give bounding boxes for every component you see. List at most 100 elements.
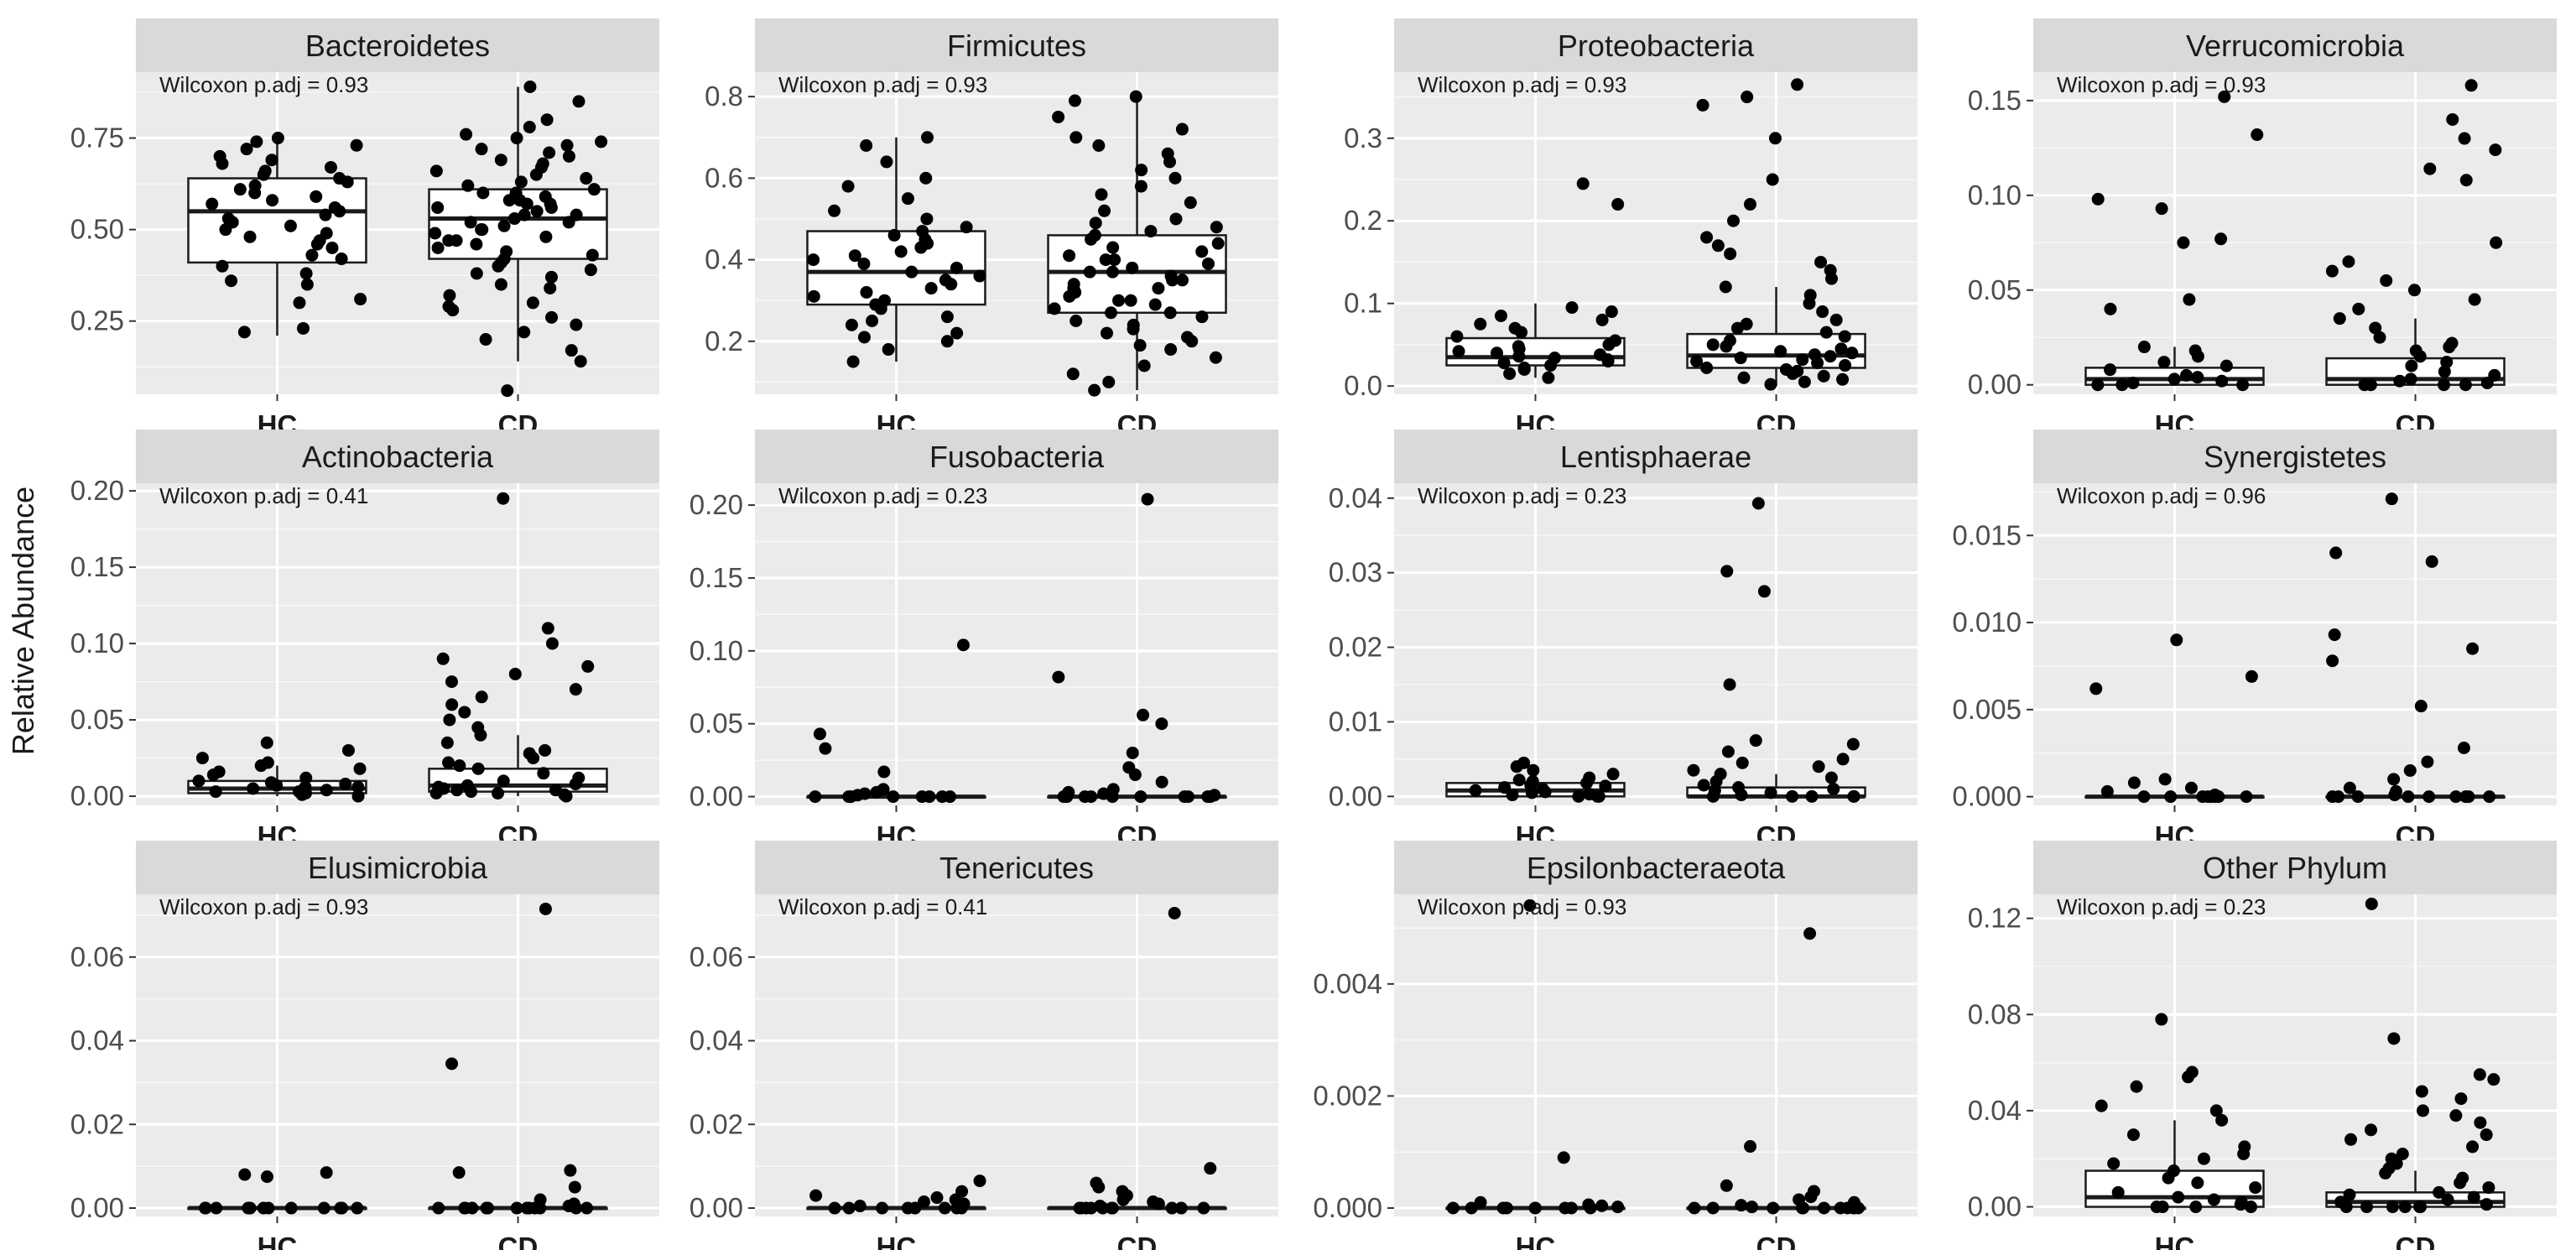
data-point-cd [461,779,474,792]
data-point-cd [501,384,514,398]
data-point-cd [458,1201,471,1215]
data-point-cd [2459,174,2473,187]
data-point-cd [1700,231,1714,244]
data-point-cd [1829,313,1843,326]
data-point-cd [2466,642,2480,655]
pvalue-annotation: Wilcoxon p.adj = 0.41 [159,483,368,508]
data-point-cd [2490,236,2503,249]
y-tick-label: 0.00 [1968,369,2022,400]
data-point-hc [264,776,278,789]
data-point-cd [1068,94,1081,107]
data-point-hc [258,164,272,178]
data-point-cd [2407,284,2421,297]
panel-background [1394,483,1918,805]
data-point-hc [1503,367,1517,380]
data-point-cd [2365,1123,2378,1137]
data-point-cd [1726,214,1740,227]
pvalue-annotation: Wilcoxon p.adj = 0.23 [2057,894,2266,919]
data-point-cd [1786,789,1799,803]
data-point-hc [351,780,365,794]
data-point-hc [2107,1157,2121,1170]
y-tick-label: 0.002 [1313,1080,1382,1111]
data-point-cd [1697,779,1710,792]
data-point-cd [2466,1140,2480,1154]
data-point-hc [1452,345,1465,358]
y-tick-label: 0.05 [1968,274,2022,305]
data-point-cd [443,289,456,302]
panel-title: Fusobacteria [929,440,1105,474]
panel-other-phylum: Other Phylum 0.00 0.04 0.08 0.12 Wilcoxon p.a… [1968,841,2557,1250]
data-point-cd [1201,257,1215,270]
data-point-cd [1133,339,1147,352]
pvalue-annotation: Wilcoxon p.adj = 0.93 [1418,894,1626,919]
data-point-cd [1088,228,1101,242]
data-point-cd [480,1201,493,1215]
data-point-cd [460,128,473,141]
data-point-hc [857,331,871,344]
data-point-hc [2245,669,2258,683]
panel-title: Actinobacteria [302,440,494,474]
data-point-cd [442,234,455,247]
data-point-cd [1696,98,1710,112]
data-point-cd [440,736,454,749]
data-point-cd [1106,783,1120,796]
data-point-hc [1538,785,1552,799]
data-point-cd [568,1180,581,1194]
data-point-hc [320,784,333,797]
data-point-hc [2155,1013,2168,1026]
data-point-cd [1088,383,1101,397]
y-tick-label: 0.00 [70,1192,124,1223]
data-point-cd [2422,790,2436,804]
data-point-hc [2091,378,2105,392]
data-point-cd [1711,239,1725,253]
data-point-hc [807,289,820,303]
data-point-cd [2468,293,2481,306]
data-point-cd [2480,1198,2493,1211]
data-point-cd [1834,1201,1847,1215]
data-point-hc [935,790,949,804]
strip-background [2033,841,2557,894]
data-point-cd [580,1201,594,1215]
box-body [1445,336,1626,367]
data-point-cd [1808,348,1821,362]
data-point-hc [2185,1065,2199,1079]
data-point-hc [2191,371,2204,384]
panel-background [2033,894,2557,1216]
data-point-hc [1526,775,1539,789]
data-point-hc [328,201,341,214]
data-point-cd [1688,1201,1701,1215]
data-point-hc [2207,1193,2220,1206]
data-point-cd [1085,790,1098,804]
data-point-cd [1126,261,1139,274]
data-point-cd [1749,734,1762,747]
data-point-hc [841,180,855,193]
data-point-cd [1723,678,1736,691]
data-point-cd [2489,143,2502,157]
y-tick-label: 0.4 [705,244,743,275]
data-point-cd [2404,372,2417,386]
data-point-cd [1099,253,1112,267]
x-tick-label-cd: CD [1117,1232,1158,1250]
data-point-cd [2459,378,2472,392]
panel-bacteroidetes: Bacteroidetes 0.25 0.50 0.75 Wilcoxon p.adj … [70,18,659,440]
data-point-cd [458,706,471,719]
data-point-cd [1052,110,1065,123]
data-point-cd [1163,306,1177,320]
strip-background [136,430,659,483]
data-point-cd [587,183,601,196]
y-tick-label: 0.3 [1344,122,1382,154]
data-point-cd [2387,773,2401,786]
panel-title: Bacteroidetes [305,29,490,63]
data-point-cd [431,241,445,254]
data-point-cd [2326,654,2339,668]
pvalue-annotation: Wilcoxon p.adj = 0.41 [778,894,987,919]
data-point-hc [335,253,348,266]
y-tick-label: 0.04 [70,1025,124,1056]
data-point-cd [494,278,507,291]
data-point-hc [960,221,973,234]
data-point-cd [445,698,459,711]
data-point-hc [299,267,313,280]
data-point-cd [500,245,513,258]
data-point-cd [1195,245,1209,258]
panel-background [136,894,659,1216]
